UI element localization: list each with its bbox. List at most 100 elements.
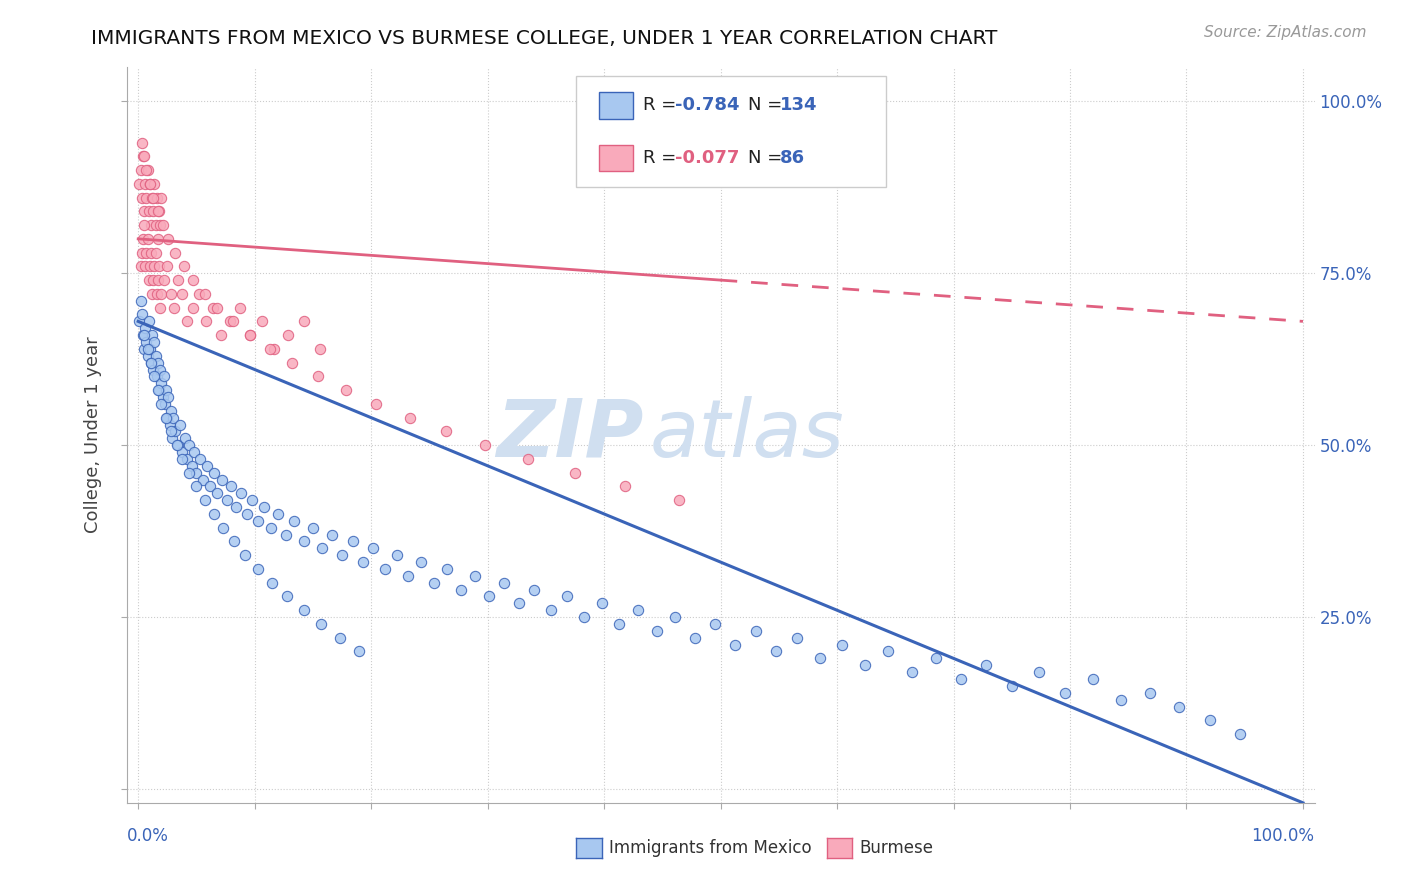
Point — [155, 383, 177, 397]
Point — [853, 658, 876, 673]
Point — [138, 273, 160, 287]
Point — [555, 590, 578, 604]
Point — [474, 438, 496, 452]
Point — [352, 555, 374, 569]
Point — [163, 301, 186, 315]
Point — [152, 218, 174, 232]
Point — [132, 204, 155, 219]
Point — [142, 362, 165, 376]
Point — [1083, 672, 1105, 686]
Point — [150, 190, 173, 204]
Text: 86: 86 — [780, 149, 806, 167]
Point — [239, 328, 262, 343]
Point — [239, 328, 262, 343]
Point — [450, 582, 472, 597]
Point — [949, 672, 972, 686]
Point — [181, 301, 204, 315]
Point — [363, 541, 385, 556]
Point — [259, 342, 281, 356]
Point — [645, 624, 668, 638]
Point — [145, 349, 167, 363]
Point — [142, 273, 165, 287]
Point — [142, 204, 165, 219]
Point — [139, 356, 162, 370]
Point — [235, 548, 257, 562]
Point — [146, 204, 169, 219]
Point — [292, 534, 315, 549]
Point — [187, 286, 209, 301]
Point — [162, 410, 184, 425]
Point — [330, 548, 353, 562]
Point — [157, 232, 180, 246]
Point — [157, 390, 180, 404]
Point — [166, 438, 188, 452]
Point — [1198, 713, 1220, 727]
Point — [156, 260, 179, 274]
Point — [150, 397, 173, 411]
Point — [159, 286, 181, 301]
Text: -0.784: -0.784 — [675, 96, 740, 114]
Point — [148, 204, 170, 219]
Point — [194, 314, 217, 328]
Point — [201, 301, 224, 315]
Point — [900, 665, 922, 680]
Point — [152, 390, 174, 404]
Point — [131, 136, 153, 150]
Point — [263, 342, 285, 356]
Point — [172, 451, 194, 466]
Point — [276, 590, 298, 604]
Point — [277, 328, 299, 343]
Text: R =: R = — [643, 96, 682, 114]
Point — [132, 328, 155, 343]
Point — [335, 383, 357, 397]
Point — [283, 514, 305, 528]
Point — [614, 479, 637, 493]
Point — [145, 245, 167, 260]
Point — [132, 149, 155, 163]
Point — [146, 232, 169, 246]
Point — [183, 445, 205, 459]
Point — [267, 507, 290, 521]
Point — [329, 631, 352, 645]
Point — [141, 286, 163, 301]
Point — [207, 486, 229, 500]
Point — [668, 493, 690, 508]
Point — [129, 293, 152, 308]
Point — [135, 334, 157, 349]
Point — [274, 527, 297, 541]
Point — [139, 356, 162, 370]
Point — [364, 397, 387, 411]
Point — [134, 260, 156, 274]
Point — [309, 342, 332, 356]
Point — [260, 521, 283, 535]
Point — [149, 218, 172, 232]
Point — [146, 286, 169, 301]
Point — [1054, 686, 1077, 700]
Point — [143, 177, 166, 191]
Point — [179, 438, 201, 452]
Point — [135, 190, 157, 204]
Point — [247, 562, 270, 576]
Point — [302, 521, 325, 535]
Text: Immigrants from Mexico: Immigrants from Mexico — [609, 839, 811, 857]
Point — [215, 493, 238, 508]
Point — [134, 321, 156, 335]
Point — [664, 610, 686, 624]
Point — [166, 273, 188, 287]
Point — [128, 177, 150, 191]
Point — [165, 245, 187, 260]
Text: Burmese: Burmese — [859, 839, 934, 857]
Point — [786, 631, 808, 645]
Point — [212, 521, 235, 535]
Point — [221, 479, 243, 493]
Point — [194, 286, 217, 301]
Point — [150, 376, 173, 391]
Text: -0.077: -0.077 — [675, 149, 740, 167]
Point — [139, 260, 162, 274]
Point — [374, 562, 396, 576]
Point — [202, 507, 225, 521]
Point — [411, 555, 433, 569]
Point — [200, 479, 222, 493]
Point — [228, 301, 250, 315]
Point — [141, 190, 163, 204]
